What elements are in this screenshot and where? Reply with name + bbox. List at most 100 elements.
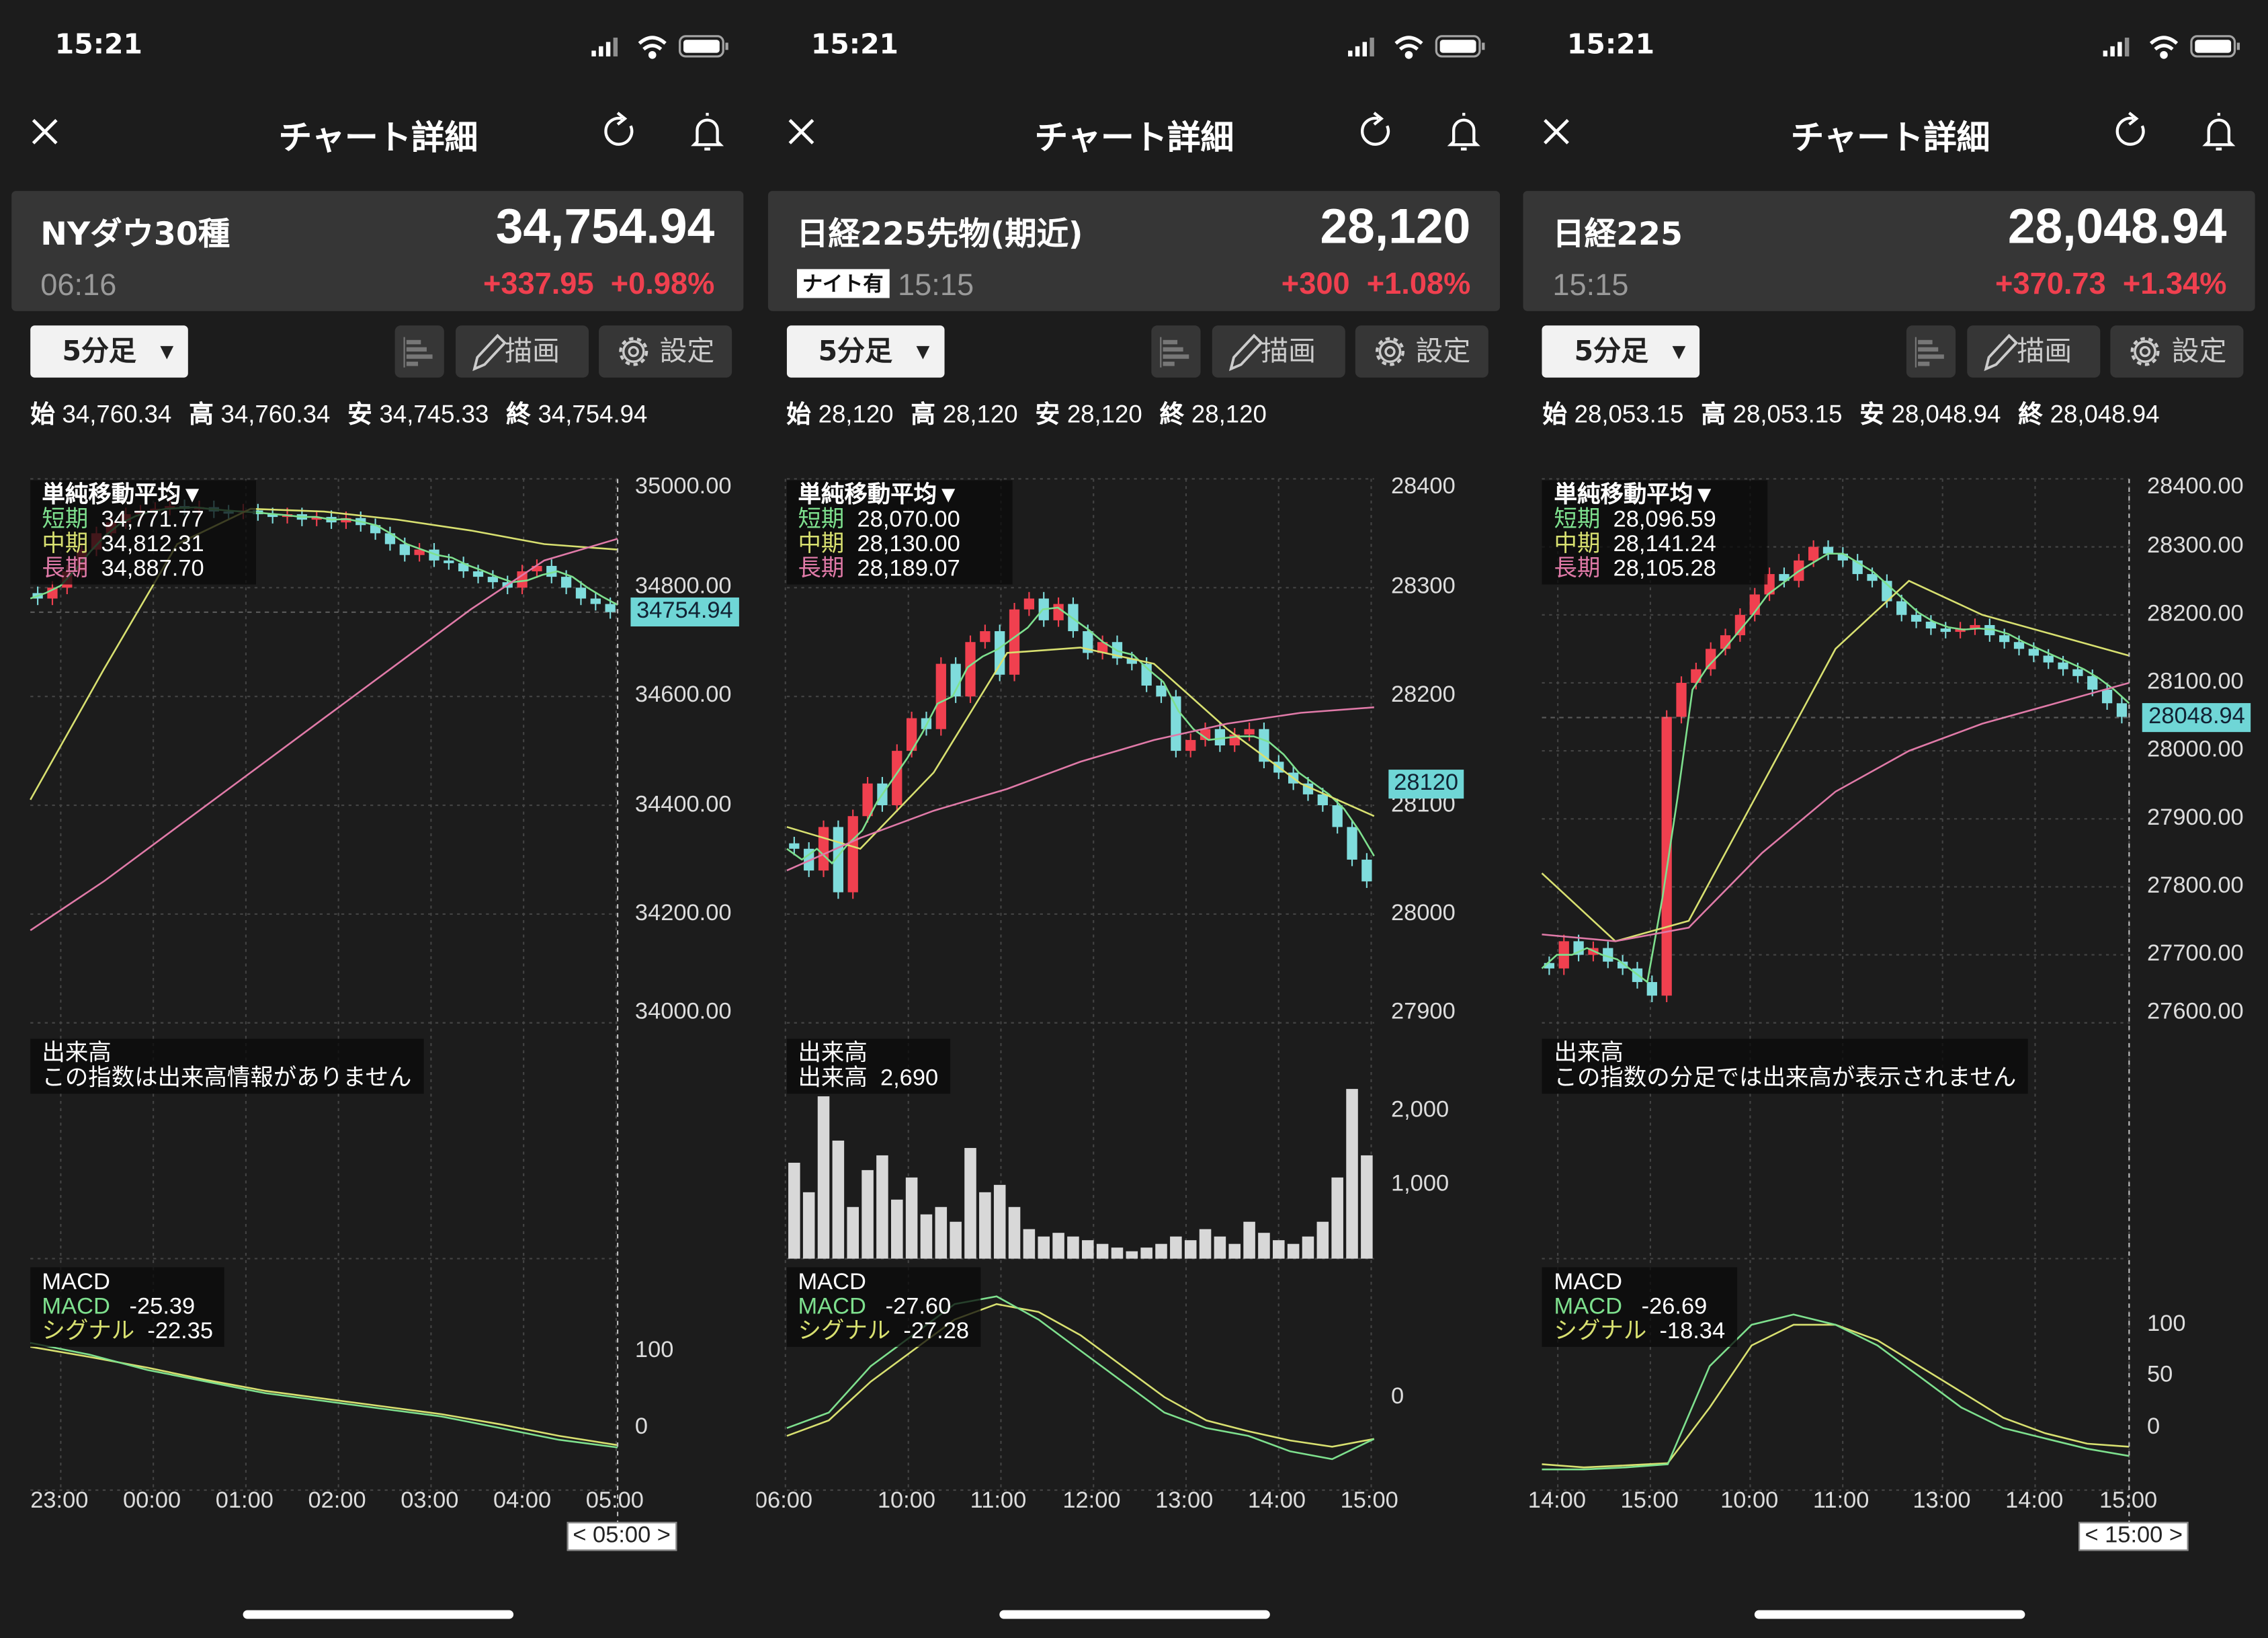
candle-body	[862, 783, 873, 817]
change-value: +337.95	[482, 268, 594, 301]
volume-bar	[846, 1206, 859, 1259]
candle-body	[1097, 642, 1107, 653]
night-session-badge[interactable]: ナイト有	[796, 269, 890, 298]
candle-body	[1662, 716, 1673, 996]
chart-canvas[interactable]	[756, 0, 1513, 1638]
volume-bar	[905, 1177, 917, 1259]
macd-row: MACD -27.60	[798, 1295, 969, 1319]
volume-bar	[1228, 1243, 1241, 1259]
draw-button[interactable]: 描画	[1212, 325, 1345, 378]
signal-icon	[1347, 37, 1374, 56]
current-price: 28,120	[1320, 200, 1471, 255]
candle-body	[1214, 729, 1225, 746]
x-tick-label: 11:00	[1812, 1488, 1870, 1514]
candle-body	[1200, 729, 1210, 740]
mid-ma-line	[1542, 579, 2130, 942]
volume-bar	[788, 1162, 800, 1259]
x-tick-label: 05:00	[585, 1488, 644, 1514]
price-change: +300 +1.08%	[1282, 268, 1471, 302]
long-ma-line	[1542, 682, 2130, 942]
ma-mid-row: 中期 28,130.00	[798, 532, 1000, 557]
quote-time: 15:15	[1552, 269, 1629, 302]
draw-button[interactable]: 描画	[1968, 325, 2101, 378]
volume-bar	[1008, 1206, 1020, 1259]
volume-bar	[876, 1155, 888, 1259]
change-percent: +0.98%	[610, 268, 715, 301]
high-value: 28,120	[942, 401, 1018, 429]
interval-select[interactable]: 5分足 ▼	[786, 325, 944, 378]
volume-legend: 出来高 この指数は出来高情報がありません	[30, 1038, 423, 1094]
volume-bar	[1125, 1251, 1138, 1259]
long-ma-line	[786, 706, 1374, 872]
volume-value: 2,690	[880, 1066, 939, 1091]
draw-button[interactable]: 描画	[456, 325, 589, 378]
chart-screen: 15:21 チャート詳細 日経225先物(期近) 28,120 ナイト有 15:1…	[756, 0, 1513, 1638]
ma-legend[interactable]: 単純移動平均▼ 短期 34,771.77 中期 34,812.31 長期 34,…	[30, 480, 256, 585]
candle-body	[560, 577, 572, 588]
battery-icon	[679, 35, 728, 58]
price-change: +370.73 +1.34%	[1995, 268, 2226, 302]
candle-body	[1823, 546, 1834, 554]
open-value: 28,120	[818, 401, 894, 429]
candle-body	[532, 565, 542, 572]
ma-long-label: 長期	[42, 557, 89, 582]
cursor-time-label[interactable]: < 15:00 >	[2078, 1522, 2189, 1551]
price-tag: 28048.94	[2142, 703, 2251, 733]
mid-ma-line	[786, 647, 1374, 850]
chart-canvas[interactable]	[1512, 0, 2268, 1638]
settings-button[interactable]: 設定	[1355, 325, 1488, 378]
candle-body	[1544, 963, 1555, 969]
candle-body	[2102, 690, 2113, 704]
candle-body	[1691, 669, 1702, 683]
macd-row: MACD -25.39	[42, 1295, 213, 1319]
change-value: +370.73	[1995, 268, 2106, 301]
candle-body	[472, 571, 484, 577]
signal-row: シグナル -22.35	[42, 1319, 213, 1344]
x-tick-label: 23:00	[30, 1488, 89, 1514]
settings-button[interactable]: 設定	[599, 325, 732, 378]
macd-line	[786, 1295, 1374, 1461]
ma-short-row: 短期 28,096.59	[1554, 507, 1757, 532]
gear-icon	[619, 337, 648, 366]
volume-bar	[1302, 1236, 1314, 1259]
candle-body	[1082, 631, 1093, 653]
cursor-time-label[interactable]: < 05:00 >	[566, 1522, 677, 1551]
home-indicator[interactable]	[243, 1610, 514, 1619]
quote-card: NYダウ30種 34,754.94 06:16 +337.95 +0.98%	[11, 191, 744, 311]
candle-body	[1647, 982, 1658, 996]
ma-legend[interactable]: 単純移動平均▼ 短期 28,070.00 中期 28,130.00 長期 28,…	[786, 480, 1013, 585]
macd-legend: MACD MACD -26.69 シグナル -18.34	[1542, 1267, 1737, 1347]
indicator-list-button[interactable]	[1906, 325, 1956, 378]
volume-bar	[920, 1214, 932, 1259]
candle-body	[2044, 655, 2054, 663]
chart-screen: 15:21 チャート詳細 NYダウ30種 34,754.94 06:16 +33…	[0, 0, 757, 1638]
signal-line	[786, 1303, 1374, 1448]
y-tick-label: 27900.00	[2147, 805, 2244, 831]
x-tick-label: 10:00	[877, 1488, 936, 1514]
high-value: 34,760.34	[220, 401, 331, 429]
macd-tick-label: 0	[1390, 1384, 1404, 1409]
quote-time: 15:15	[897, 269, 974, 302]
signal-value: -18.34	[1659, 1319, 1726, 1344]
volume-bar	[1169, 1236, 1181, 1259]
indicator-list-button[interactable]	[1150, 325, 1200, 378]
ma-legend[interactable]: 単純移動平均▼ 短期 28,096.59 中期 28,141.24 長期 28,…	[1542, 480, 1769, 585]
chart-canvas[interactable]	[0, 0, 757, 1638]
low-value: 34,745.33	[379, 401, 489, 429]
interval-select[interactable]: 5分足 ▼	[30, 325, 188, 378]
caret-down-icon: ▼	[160, 341, 174, 362]
ma-mid-value: 34,812.31	[101, 532, 204, 557]
close-label: 終	[2018, 401, 2043, 430]
open-label: 始	[1542, 401, 1567, 430]
low-value: 28,048.94	[1891, 401, 2001, 429]
indicator-list-button[interactable]	[394, 325, 444, 378]
y-tick-label: 27700.00	[2147, 942, 2244, 967]
ma-short-label: 短期	[1554, 507, 1601, 533]
home-indicator[interactable]	[999, 1610, 1270, 1619]
home-indicator[interactable]	[1755, 1610, 2026, 1619]
y-tick-label: 35000.00	[634, 474, 732, 499]
candle-body	[818, 827, 829, 871]
settings-button[interactable]: 設定	[2111, 325, 2244, 378]
interval-select[interactable]: 5分足 ▼	[1542, 325, 1700, 378]
volume-value-label: 出来高	[798, 1066, 868, 1091]
